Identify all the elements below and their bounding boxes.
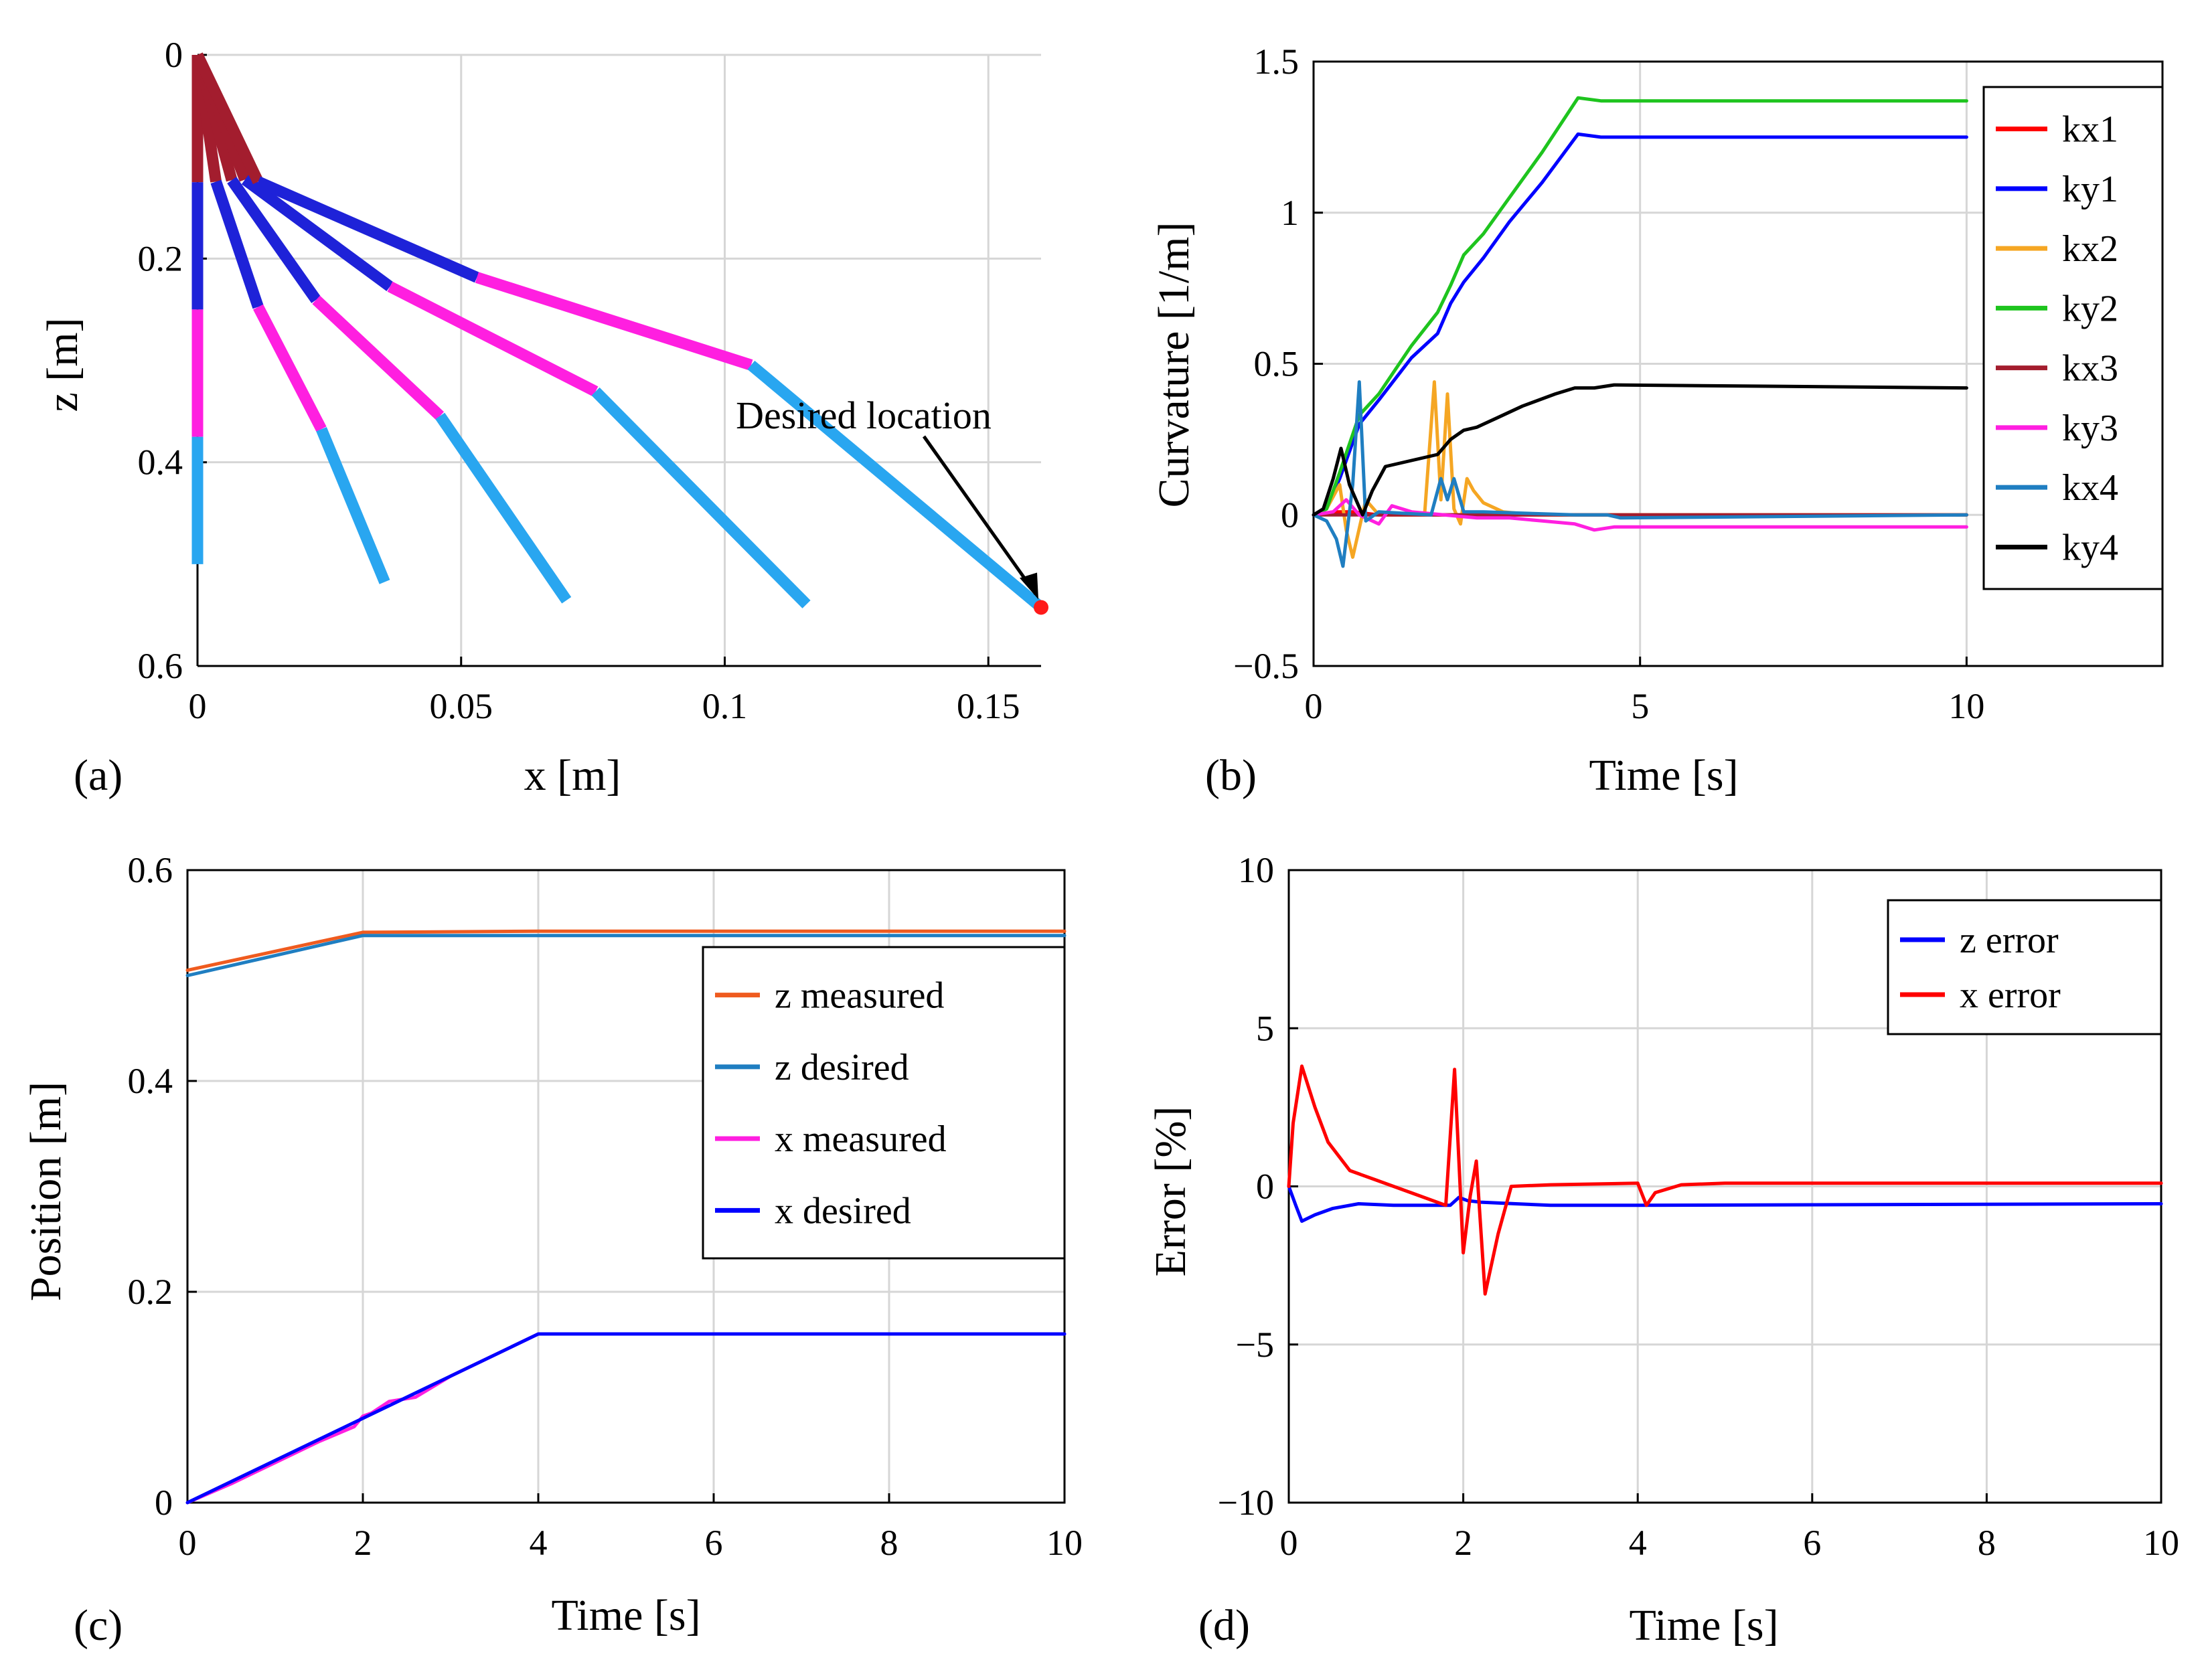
series-line-z-error: [1287, 1185, 2163, 1223]
x-tick-label: 0.1: [702, 686, 748, 726]
annotation-arrow-shaft: [922, 435, 1038, 595]
x-tick-label: 4: [1629, 1523, 1647, 1563]
y-tick-label: −5: [1236, 1325, 1274, 1365]
y-tick-label: 1.5: [1254, 41, 1299, 82]
y-tick-label: 0: [165, 35, 183, 75]
legend-label-kx1: kx1: [2062, 109, 2118, 151]
x-tick-label: 10: [1948, 686, 1984, 726]
x-tick-label: 0: [179, 1523, 197, 1563]
y-tick-label: 0.6: [128, 850, 173, 890]
legend-label-z-error: z error: [1960, 920, 2059, 961]
robot-segment-2: [227, 177, 321, 303]
y-axis-label: Position [m]: [21, 1082, 70, 1301]
annotation-arrow-head: [1020, 572, 1038, 600]
x-tick-label: 6: [1803, 1523, 1821, 1563]
x-tick-label: 2: [354, 1523, 372, 1563]
legend-label-ky2: ky2: [2062, 288, 2118, 329]
panel-c-position-plot: 0 2 4 6 8 10 0 0.2 0.4 0.6 Time [s] Position [m] (c)…: [21, 850, 1083, 1650]
legend-label-x-desired: x desired: [775, 1190, 911, 1232]
y-tick-label: 0.4: [138, 442, 183, 483]
y-axis-label: Curvature [1/m]: [1150, 222, 1198, 507]
panel-d-error-plot: 0 2 4 6 8 10 −10 −5 0 5 10 Time [s] Error [%] (d) z er…: [1146, 850, 2179, 1650]
y-tick-label: 1: [1281, 193, 1299, 233]
y-tick-label: 0: [1281, 495, 1299, 535]
y-axis-label: Error [%]: [1146, 1106, 1195, 1277]
y-tick-label: 10: [1238, 850, 1274, 890]
robot-segment-3: [387, 281, 599, 397]
panel-tag: (c): [74, 1601, 123, 1650]
legend-label-ky3: ky3: [2062, 408, 2118, 449]
legend-label-kx3: kx3: [2062, 348, 2118, 390]
x-tick-label: 8: [1978, 1523, 1996, 1563]
legend-label-z-measured: z measured: [775, 975, 944, 1017]
series-line-ky1: [1312, 132, 1968, 517]
x-tick-label: 8: [880, 1523, 898, 1563]
legend-box: [1982, 86, 2164, 590]
y-tick-label: 0.5: [1254, 344, 1299, 384]
panel-tag: (b): [1205, 751, 1257, 800]
x-axis-label: Time [s]: [551, 1591, 700, 1640]
y-tick-label: 0: [1256, 1167, 1274, 1207]
x-tick-label: 10: [1046, 1523, 1083, 1563]
x-tick-label: 0.05: [430, 686, 493, 726]
robot-segment-3: [475, 272, 753, 371]
x-tick-label: 0.15: [957, 686, 1020, 726]
series-line-x-desired: [185, 1332, 1067, 1505]
series-line-ky3: [1312, 498, 1968, 532]
robot-segment-1: [192, 52, 264, 185]
robot-segment-4: [316, 426, 390, 584]
panel-tag: (d): [1198, 1601, 1250, 1650]
legend-label-z-desired: z desired: [775, 1047, 909, 1088]
x-axis-label: x [m]: [524, 751, 621, 800]
x-axis-label: Time [s]: [1629, 1601, 1778, 1650]
desired-location-label: Desired location: [736, 394, 992, 437]
x-tick-label: 0: [1280, 1523, 1298, 1563]
y-tick-label: −0.5: [1233, 646, 1299, 686]
y-tick-label: 5: [1256, 1008, 1274, 1048]
y-tick-label: 0.6: [138, 646, 183, 686]
robot-segment-2: [210, 179, 264, 309]
series-line-ky2: [1312, 96, 1968, 517]
robot-segment-2: [256, 176, 479, 283]
panel-a-configuration-plot: 0 0.05 0.1 0.15 0 0.2 0.4 0.6 x [m] z [m] (a) Desir…: [38, 35, 1048, 800]
y-tick-label: −10: [1218, 1483, 1274, 1523]
series-line-kx4: [1312, 380, 1968, 568]
robot-segment-3: [312, 295, 445, 420]
robot-segment-2: [241, 175, 394, 292]
x-tick-label: 10: [2143, 1523, 2179, 1563]
legend-label-ky1: ky1: [2062, 169, 2118, 210]
panel-tag: (a): [74, 751, 123, 800]
legend-box: [702, 946, 1066, 1260]
robot-segment-4: [435, 412, 572, 604]
series-line-ky4: [1312, 383, 1968, 517]
y-tick-label: 0.4: [128, 1061, 173, 1101]
y-axis-label: z [m]: [38, 317, 87, 412]
series-line-x-measured: [185, 1332, 1067, 1505]
desired-location-marker: [1034, 600, 1048, 615]
legend-label-ky4: ky4: [2062, 527, 2118, 568]
series-line-z-desired: [185, 934, 1067, 977]
robot-segment-4: [747, 360, 1045, 612]
x-tick-label: 6: [705, 1523, 723, 1563]
x-tick-label: 2: [1454, 1523, 1472, 1563]
x-tick-label: 5: [1631, 686, 1649, 726]
x-tick-label: 0: [1305, 686, 1323, 726]
y-tick-label: 0.2: [138, 238, 183, 278]
x-axis-label: Time [s]: [1589, 751, 1738, 800]
legend-box: [1887, 899, 2162, 1035]
y-tick-label: 0.2: [128, 1272, 173, 1312]
series-line-x-error: [1287, 1064, 2163, 1296]
y-tick-label: 0: [155, 1483, 173, 1523]
x-tick-label: 0: [189, 686, 207, 726]
legend-label-kx4: kx4: [2062, 467, 2118, 509]
x-tick-label: 4: [530, 1523, 548, 1563]
robot-segment-3: [253, 304, 327, 432]
legend-label-x-error: x error: [1960, 975, 2061, 1016]
legend-label-kx2: kx2: [2062, 228, 2118, 270]
series-line-z-measured: [185, 929, 1067, 973]
legend-label-x-measured: x measured: [775, 1118, 947, 1160]
robot-segment-4: [591, 387, 811, 608]
